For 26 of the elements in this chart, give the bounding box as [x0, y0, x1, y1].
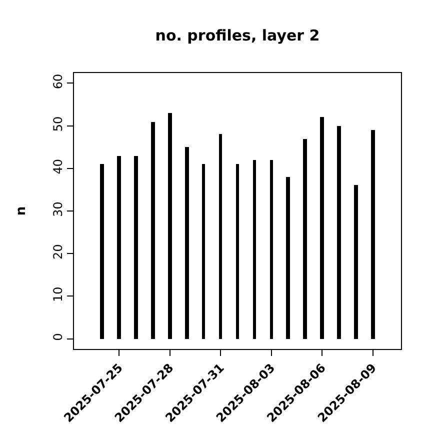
bar — [253, 160, 256, 339]
bar — [202, 164, 205, 339]
y-tick-label: 50 — [51, 116, 66, 132]
y-tick-label: 0 — [51, 333, 66, 341]
bar — [117, 156, 121, 339]
bar — [354, 185, 358, 339]
bar — [219, 134, 222, 339]
bar — [270, 160, 273, 339]
bar — [168, 113, 172, 339]
y-axis-title: n — [14, 206, 30, 216]
y-tick-label: 30 — [51, 202, 66, 217]
bar — [134, 156, 138, 339]
bar — [185, 147, 189, 339]
chart-title: no. profiles, layer 2 — [155, 26, 320, 44]
y-tick-label: 20 — [51, 244, 66, 260]
bar — [100, 164, 104, 339]
y-tick-label: 60 — [51, 74, 66, 90]
bar — [286, 177, 290, 339]
y-tick-label: 10 — [51, 286, 66, 302]
bar — [337, 126, 341, 339]
bar — [303, 139, 307, 339]
bar — [320, 117, 324, 339]
bar — [236, 164, 239, 339]
bar — [151, 122, 155, 339]
bar — [371, 130, 375, 339]
y-tick-label: 40 — [51, 158, 66, 174]
